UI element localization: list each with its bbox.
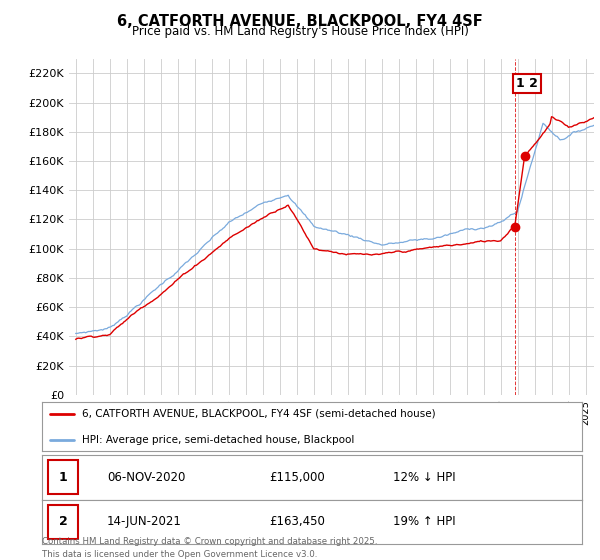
FancyBboxPatch shape [49,505,78,539]
FancyBboxPatch shape [49,460,78,494]
Text: 1: 1 [59,470,67,484]
Text: Contains HM Land Registry data © Crown copyright and database right 2025.
This d: Contains HM Land Registry data © Crown c… [42,538,377,559]
Text: £163,450: £163,450 [269,515,325,529]
Text: 12% ↓ HPI: 12% ↓ HPI [393,470,455,484]
Text: 6, CATFORTH AVENUE, BLACKPOOL, FY4 4SF (semi-detached house): 6, CATFORTH AVENUE, BLACKPOOL, FY4 4SF (… [83,409,436,419]
Text: 6, CATFORTH AVENUE, BLACKPOOL, FY4 4SF: 6, CATFORTH AVENUE, BLACKPOOL, FY4 4SF [117,14,483,29]
Text: 19% ↑ HPI: 19% ↑ HPI [393,515,455,529]
Text: 1 2: 1 2 [517,77,538,90]
Text: HPI: Average price, semi-detached house, Blackpool: HPI: Average price, semi-detached house,… [83,435,355,445]
Text: £115,000: £115,000 [269,470,325,484]
Text: 14-JUN-2021: 14-JUN-2021 [107,515,182,529]
Text: Price paid vs. HM Land Registry's House Price Index (HPI): Price paid vs. HM Land Registry's House … [131,25,469,38]
Text: 2: 2 [59,515,67,529]
Text: 06-NOV-2020: 06-NOV-2020 [107,470,185,484]
